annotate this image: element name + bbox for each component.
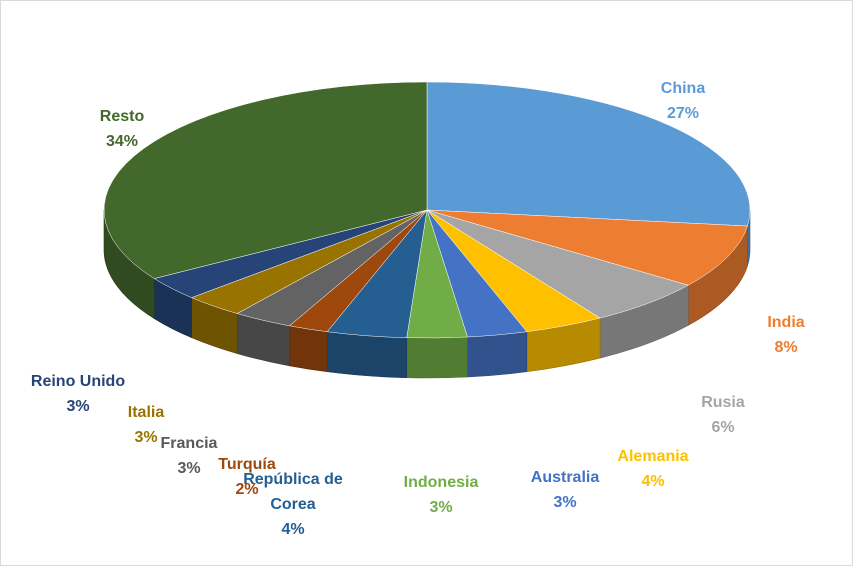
slice-name-label: Turquía [218, 456, 276, 473]
slice-name-label: República de Corea [243, 471, 343, 513]
slice-name-label: Rusia [701, 394, 745, 411]
label-italia: Italia 3% [128, 404, 165, 446]
slice-china [426, 81, 751, 227]
slice-india [426, 209, 748, 286]
slice-name-label: Australia [531, 469, 600, 486]
label-indonesia: Indonesia 3% [404, 474, 479, 516]
pie-tops [103, 81, 751, 339]
label-reino-unido: Reino Unido 3% [31, 373, 125, 415]
slice-value-label: 3% [553, 494, 576, 511]
slice-value-label: 6% [711, 419, 734, 436]
label-republica-de-corea: República de Corea 4% [243, 471, 343, 538]
label-alemania: Alemania 4% [617, 448, 688, 490]
pie-labels: China 27% India 8% Rusia 6% Alemania 4% Australi… [31, 80, 805, 538]
slice-rusia [426, 209, 689, 319]
slice-name-label: Italia [128, 404, 165, 421]
slice-name-label: China [661, 80, 706, 97]
pie-sides [103, 209, 751, 379]
slice-name-label: Resto [100, 108, 145, 125]
slice-name-label: Francia [161, 435, 218, 452]
slice-side-australia [467, 331, 528, 378]
slice-value-label: 3% [134, 429, 157, 446]
label-india: India 8% [767, 314, 804, 356]
label-turquia: Turquía 2% [218, 456, 276, 498]
slice-side-turquia [289, 325, 328, 373]
label-australia: Australia 3% [531, 469, 600, 511]
slice-value-label: 34% [106, 133, 138, 150]
slice-value-label: 2% [235, 481, 258, 498]
label-resto: Resto 34% [100, 108, 145, 150]
slice-value-label: 3% [66, 398, 89, 415]
slice-name-label: India [767, 314, 804, 331]
slice-resto [103, 81, 428, 279]
slice-name-label: Reino Unido [31, 373, 125, 390]
slice-value-label: 3% [177, 460, 200, 477]
slice-name-label: Indonesia [404, 474, 479, 491]
slice-value-label: 3% [429, 499, 452, 516]
slice-side-republica-de-corea [326, 331, 408, 379]
label-rusia: Rusia 6% [701, 394, 745, 436]
label-china: China 27% [661, 80, 706, 122]
label-francia: Francia 3% [161, 435, 218, 477]
slice-name-label: Alemania [617, 448, 688, 465]
slice-value-label: 8% [774, 339, 797, 356]
slice-value-label: 4% [641, 473, 664, 490]
slice-value-label: 27% [667, 105, 699, 122]
slice-value-label: 4% [281, 521, 304, 538]
slice-side-indonesia [406, 336, 468, 379]
